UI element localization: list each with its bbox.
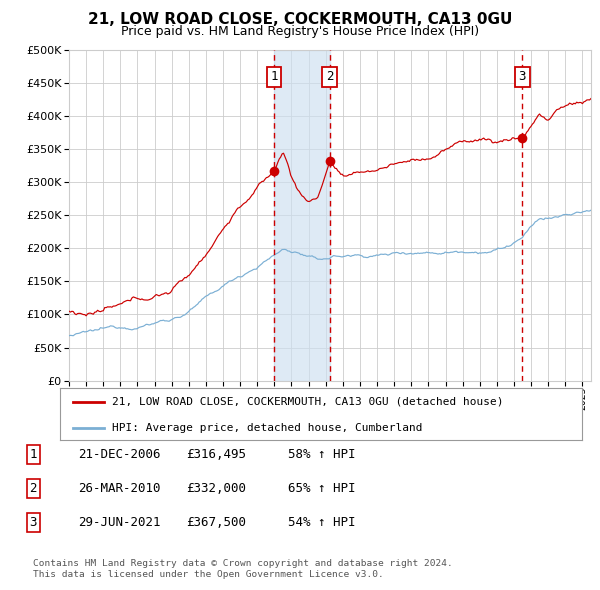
Text: 21, LOW ROAD CLOSE, COCKERMOUTH, CA13 0GU: 21, LOW ROAD CLOSE, COCKERMOUTH, CA13 0G… bbox=[88, 12, 512, 27]
Text: 3: 3 bbox=[29, 516, 37, 529]
Text: 54% ↑ HPI: 54% ↑ HPI bbox=[288, 516, 355, 529]
Text: 29-JUN-2021: 29-JUN-2021 bbox=[78, 516, 161, 529]
Text: £332,000: £332,000 bbox=[186, 482, 246, 495]
Text: Contains HM Land Registry data © Crown copyright and database right 2024.: Contains HM Land Registry data © Crown c… bbox=[33, 559, 453, 568]
Text: 1: 1 bbox=[29, 448, 37, 461]
Text: 65% ↑ HPI: 65% ↑ HPI bbox=[288, 482, 355, 495]
Text: 2: 2 bbox=[29, 482, 37, 495]
Text: 58% ↑ HPI: 58% ↑ HPI bbox=[288, 448, 355, 461]
Text: 26-MAR-2010: 26-MAR-2010 bbox=[78, 482, 161, 495]
Text: £316,495: £316,495 bbox=[186, 448, 246, 461]
Text: 21-DEC-2006: 21-DEC-2006 bbox=[78, 448, 161, 461]
Text: 2: 2 bbox=[326, 70, 334, 83]
Text: 1: 1 bbox=[270, 70, 278, 83]
Bar bbox=[274, 50, 329, 381]
Text: Price paid vs. HM Land Registry's House Price Index (HPI): Price paid vs. HM Land Registry's House … bbox=[121, 25, 479, 38]
Text: 3: 3 bbox=[518, 70, 526, 83]
Text: £367,500: £367,500 bbox=[186, 516, 246, 529]
Text: HPI: Average price, detached house, Cumberland: HPI: Average price, detached house, Cumb… bbox=[112, 423, 422, 433]
Text: This data is licensed under the Open Government Licence v3.0.: This data is licensed under the Open Gov… bbox=[33, 571, 384, 579]
Text: 21, LOW ROAD CLOSE, COCKERMOUTH, CA13 0GU (detached house): 21, LOW ROAD CLOSE, COCKERMOUTH, CA13 0G… bbox=[112, 396, 504, 407]
